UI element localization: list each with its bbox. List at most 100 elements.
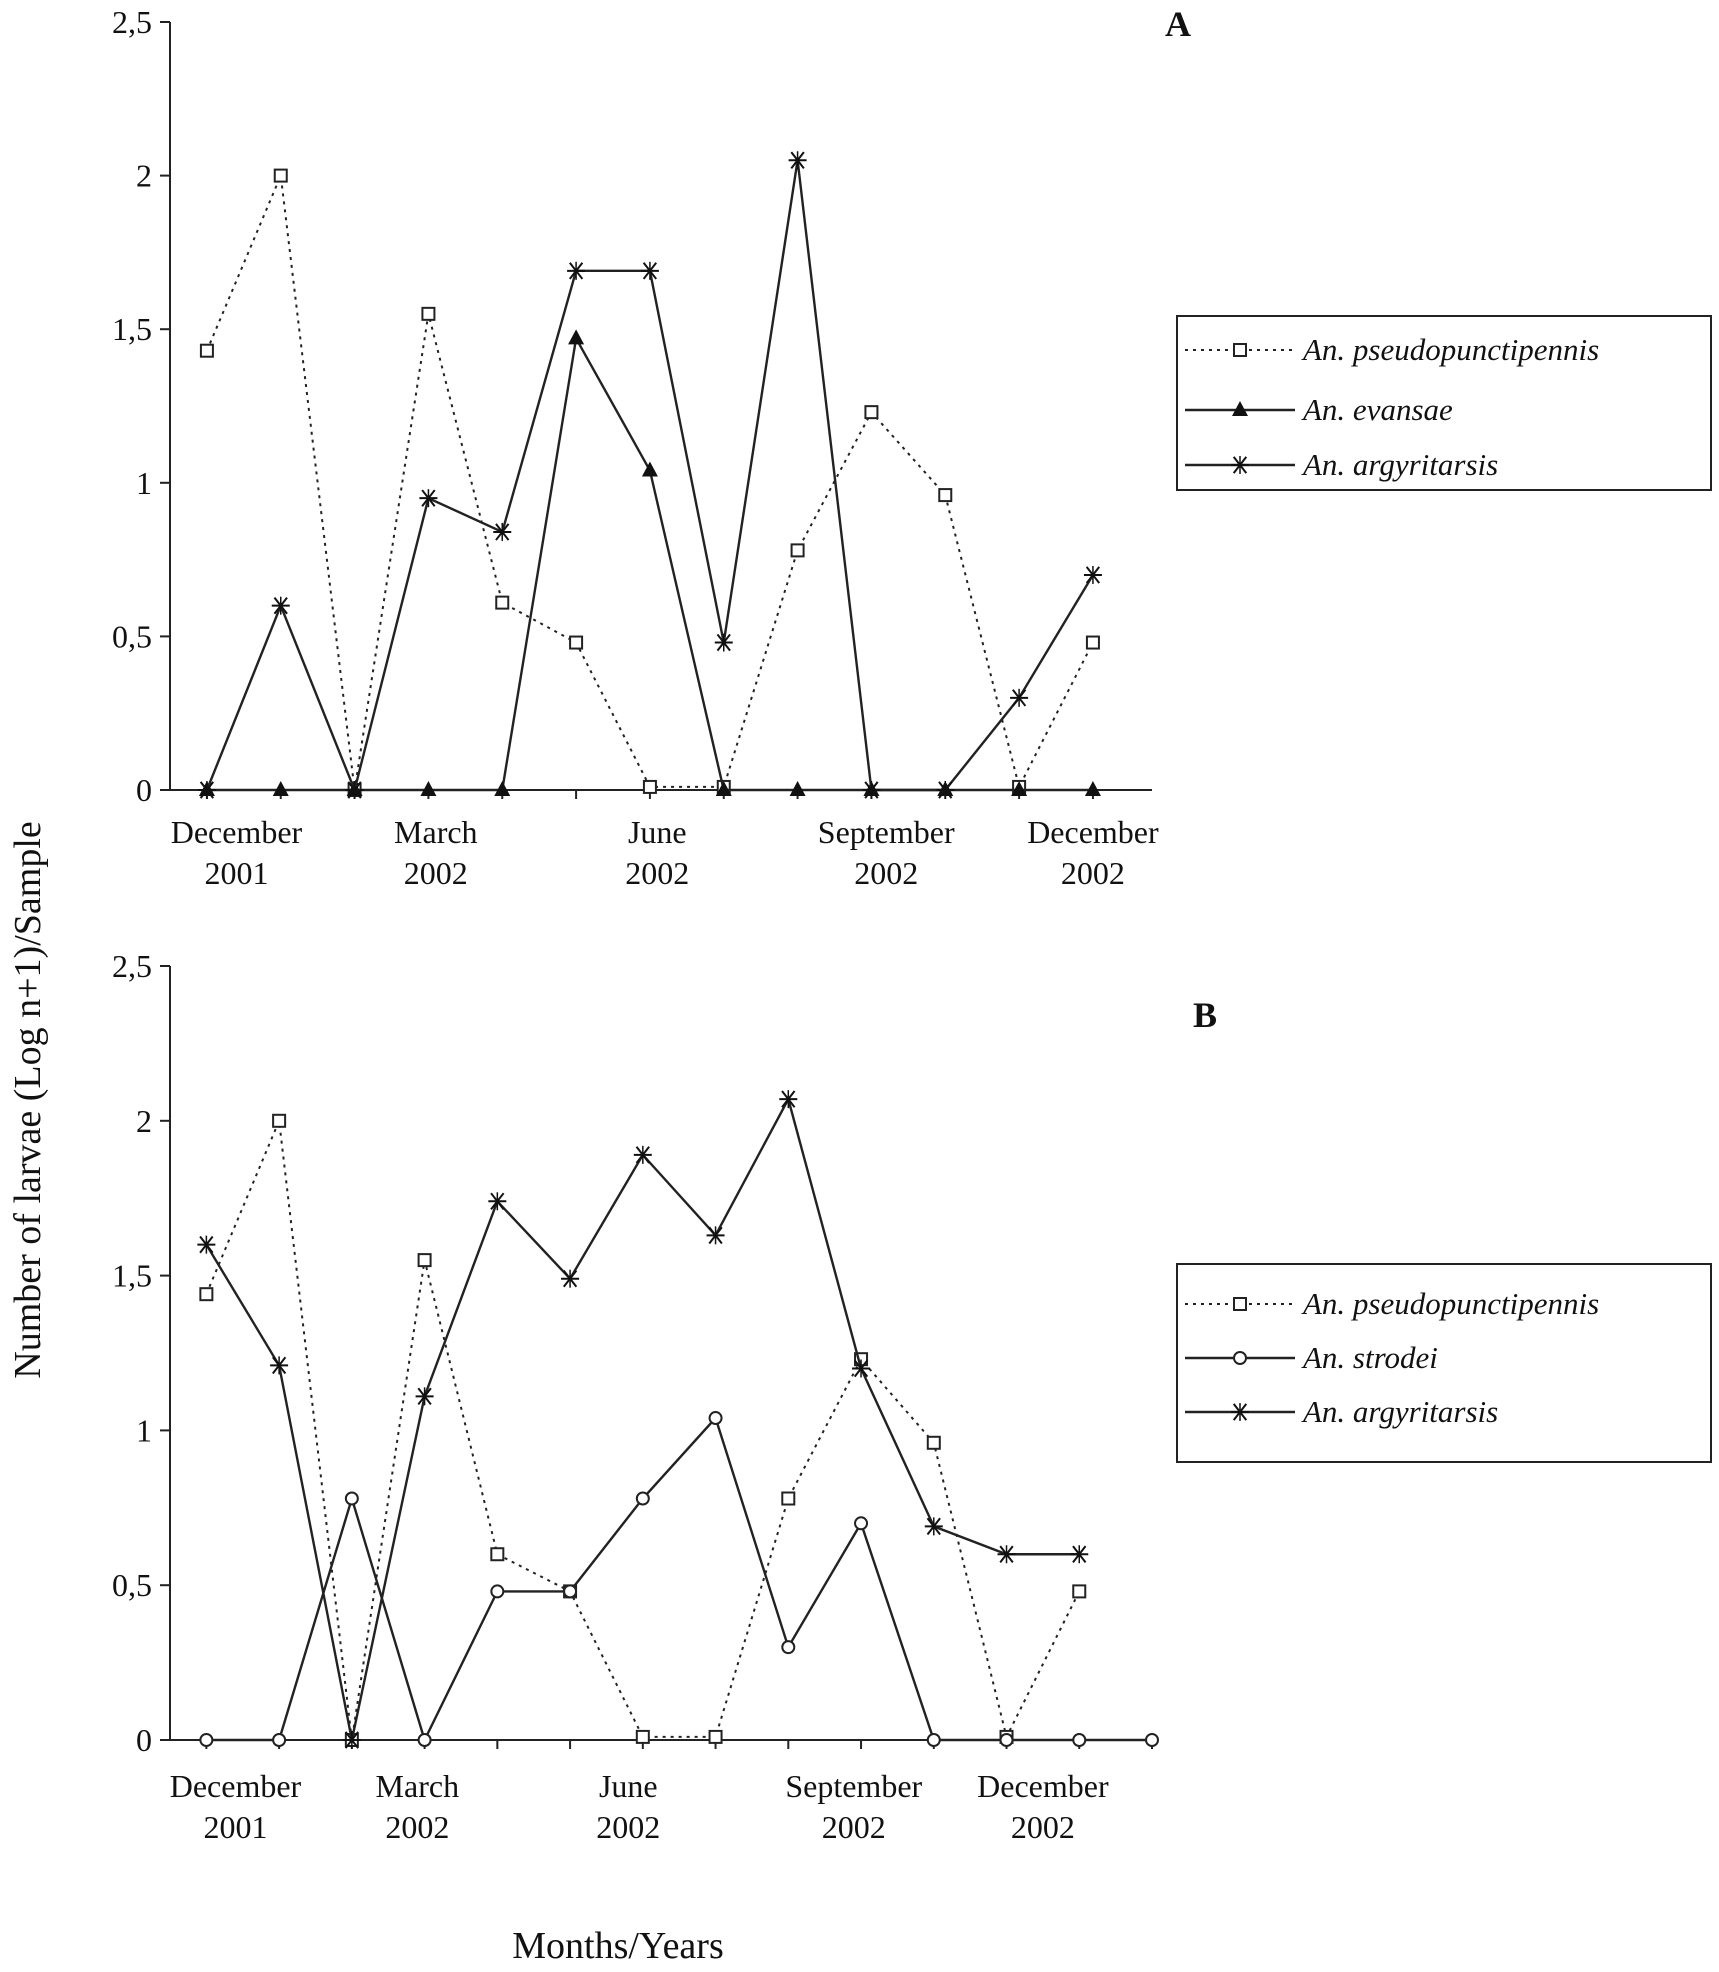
data-point	[488, 1192, 507, 1211]
panel-a-letter: A	[1165, 4, 1191, 44]
data-point	[344, 1491, 359, 1506]
legend-marker	[1232, 401, 1248, 416]
x-date-month-label: December	[977, 1768, 1109, 1804]
legend-label: An. pseudopunctipennis	[1301, 1286, 1599, 1321]
triangle-marker	[272, 781, 289, 796]
square-marker	[781, 1491, 796, 1506]
y-tick-label: 1	[136, 465, 152, 501]
data-point	[936, 781, 955, 799]
data-point	[926, 1435, 941, 1450]
data-point	[635, 1729, 650, 1744]
legend-marker	[1233, 1297, 1247, 1311]
y-tick-label: 0	[136, 1722, 152, 1758]
legend-marker	[1233, 1351, 1247, 1365]
legend-label: An. argyritarsis	[1301, 447, 1498, 482]
data-point	[417, 1253, 432, 1268]
series-an-argyritarsis	[197, 151, 1102, 799]
circle-marker	[926, 1733, 941, 1747]
panel-a-ticks: 0 0,5 1 1,5 2 2,5 December 2001 March 2002 June 200…	[112, 4, 1159, 891]
circle-marker	[344, 1491, 359, 1506]
data-point	[862, 781, 881, 799]
legend-label: An. strodei	[1301, 1340, 1438, 1375]
data-point	[642, 779, 657, 794]
legend-marker	[1231, 456, 1249, 474]
square-marker	[272, 1113, 287, 1128]
legend-marker	[1233, 343, 1247, 357]
circle-marker	[854, 1516, 869, 1531]
data-point	[272, 1733, 287, 1747]
triangle-marker	[568, 329, 585, 345]
triangle-marker	[641, 461, 658, 477]
data-point	[1011, 781, 1028, 796]
panel-a-legend-entries: An. pseudopunctipennis An. evansae An. arg…	[1185, 332, 1599, 482]
data-point	[926, 1733, 941, 1747]
x-date-month-label: December	[1027, 814, 1159, 850]
data-point	[852, 1359, 871, 1378]
data-point	[415, 1387, 434, 1406]
square-marker	[642, 779, 657, 794]
square-marker	[490, 1547, 505, 1562]
circle-marker	[563, 1584, 578, 1599]
data-point	[420, 781, 437, 796]
y-tick-label: 1	[136, 1412, 152, 1448]
x-date-month-label: September	[818, 814, 955, 850]
data-point	[490, 1584, 505, 1599]
panel-b-letter: B	[1193, 995, 1217, 1035]
panel-b-legend-entries: An. pseudopunctipennis An. strodei An. arg…	[1185, 1286, 1599, 1429]
data-point	[706, 1226, 725, 1245]
x-date-year-label: 2001	[204, 855, 268, 891]
square-marker	[495, 595, 510, 610]
data-point	[788, 151, 807, 170]
x-date-year-label: 2002	[822, 1809, 886, 1845]
data-point	[1072, 1584, 1087, 1599]
square-marker	[938, 488, 953, 503]
square-marker	[273, 168, 288, 183]
circle-marker	[490, 1584, 505, 1599]
data-point	[641, 461, 658, 477]
series-an-argyritarsis	[197, 1090, 1089, 1749]
square-marker	[1233, 1297, 1247, 1311]
x-date-year-label: 2002	[1061, 855, 1125, 891]
triangle-marker	[494, 781, 511, 796]
data-point	[417, 1733, 432, 1747]
x-date-month-label: December	[171, 814, 303, 850]
data-point	[1072, 1733, 1087, 1747]
x-date-year-label: 2002	[1011, 1809, 1075, 1845]
x-date-month-label: December	[170, 1768, 302, 1804]
square-marker	[635, 1729, 650, 1744]
circle-marker	[1145, 1733, 1159, 1747]
data-point	[272, 781, 289, 796]
data-point	[1084, 781, 1101, 796]
data-point	[490, 1547, 505, 1562]
data-point	[938, 488, 953, 503]
data-point	[864, 405, 879, 420]
y-tick-label: 0,5	[112, 618, 152, 654]
data-point	[270, 1356, 289, 1375]
x-date-month-label: June	[628, 814, 687, 850]
y-tick-label: 2	[136, 158, 152, 194]
data-point	[715, 781, 732, 796]
data-point	[1145, 1733, 1159, 1747]
square-marker	[1072, 1584, 1087, 1599]
y-tick-label: 1,5	[112, 1258, 152, 1294]
legend-label: An. pseudopunctipennis	[1301, 332, 1599, 367]
data-point	[1010, 688, 1029, 707]
data-point	[561, 1269, 580, 1288]
data-point	[790, 543, 805, 558]
chart-panel-a: 0 0,5 1 1,5 2 2,5 December 2001 March 2002 June 200…	[112, 4, 1712, 891]
panel-b-series	[197, 1090, 1159, 1749]
y-axis-title: Number of larvae (Log n+1)/Sample	[7, 821, 49, 1378]
panel-a-legend-box	[1176, 315, 1712, 491]
square-marker	[417, 1253, 432, 1268]
chart-panel-b: 0 0,5 1 1,5 2 2,5 December 2001 March 2002 June 200…	[112, 948, 1712, 1845]
x-date-month-label: March	[376, 1768, 460, 1804]
square-marker	[569, 635, 584, 650]
panel-b-ticks: 0 0,5 1 1,5 2 2,5 December 2001 March 2002 June 200…	[112, 948, 1153, 1845]
legend-label: An. evansae	[1301, 392, 1453, 427]
circle-marker	[1072, 1733, 1087, 1747]
data-point	[924, 1517, 943, 1536]
data-point	[708, 1411, 723, 1426]
data-point	[779, 1090, 798, 1109]
